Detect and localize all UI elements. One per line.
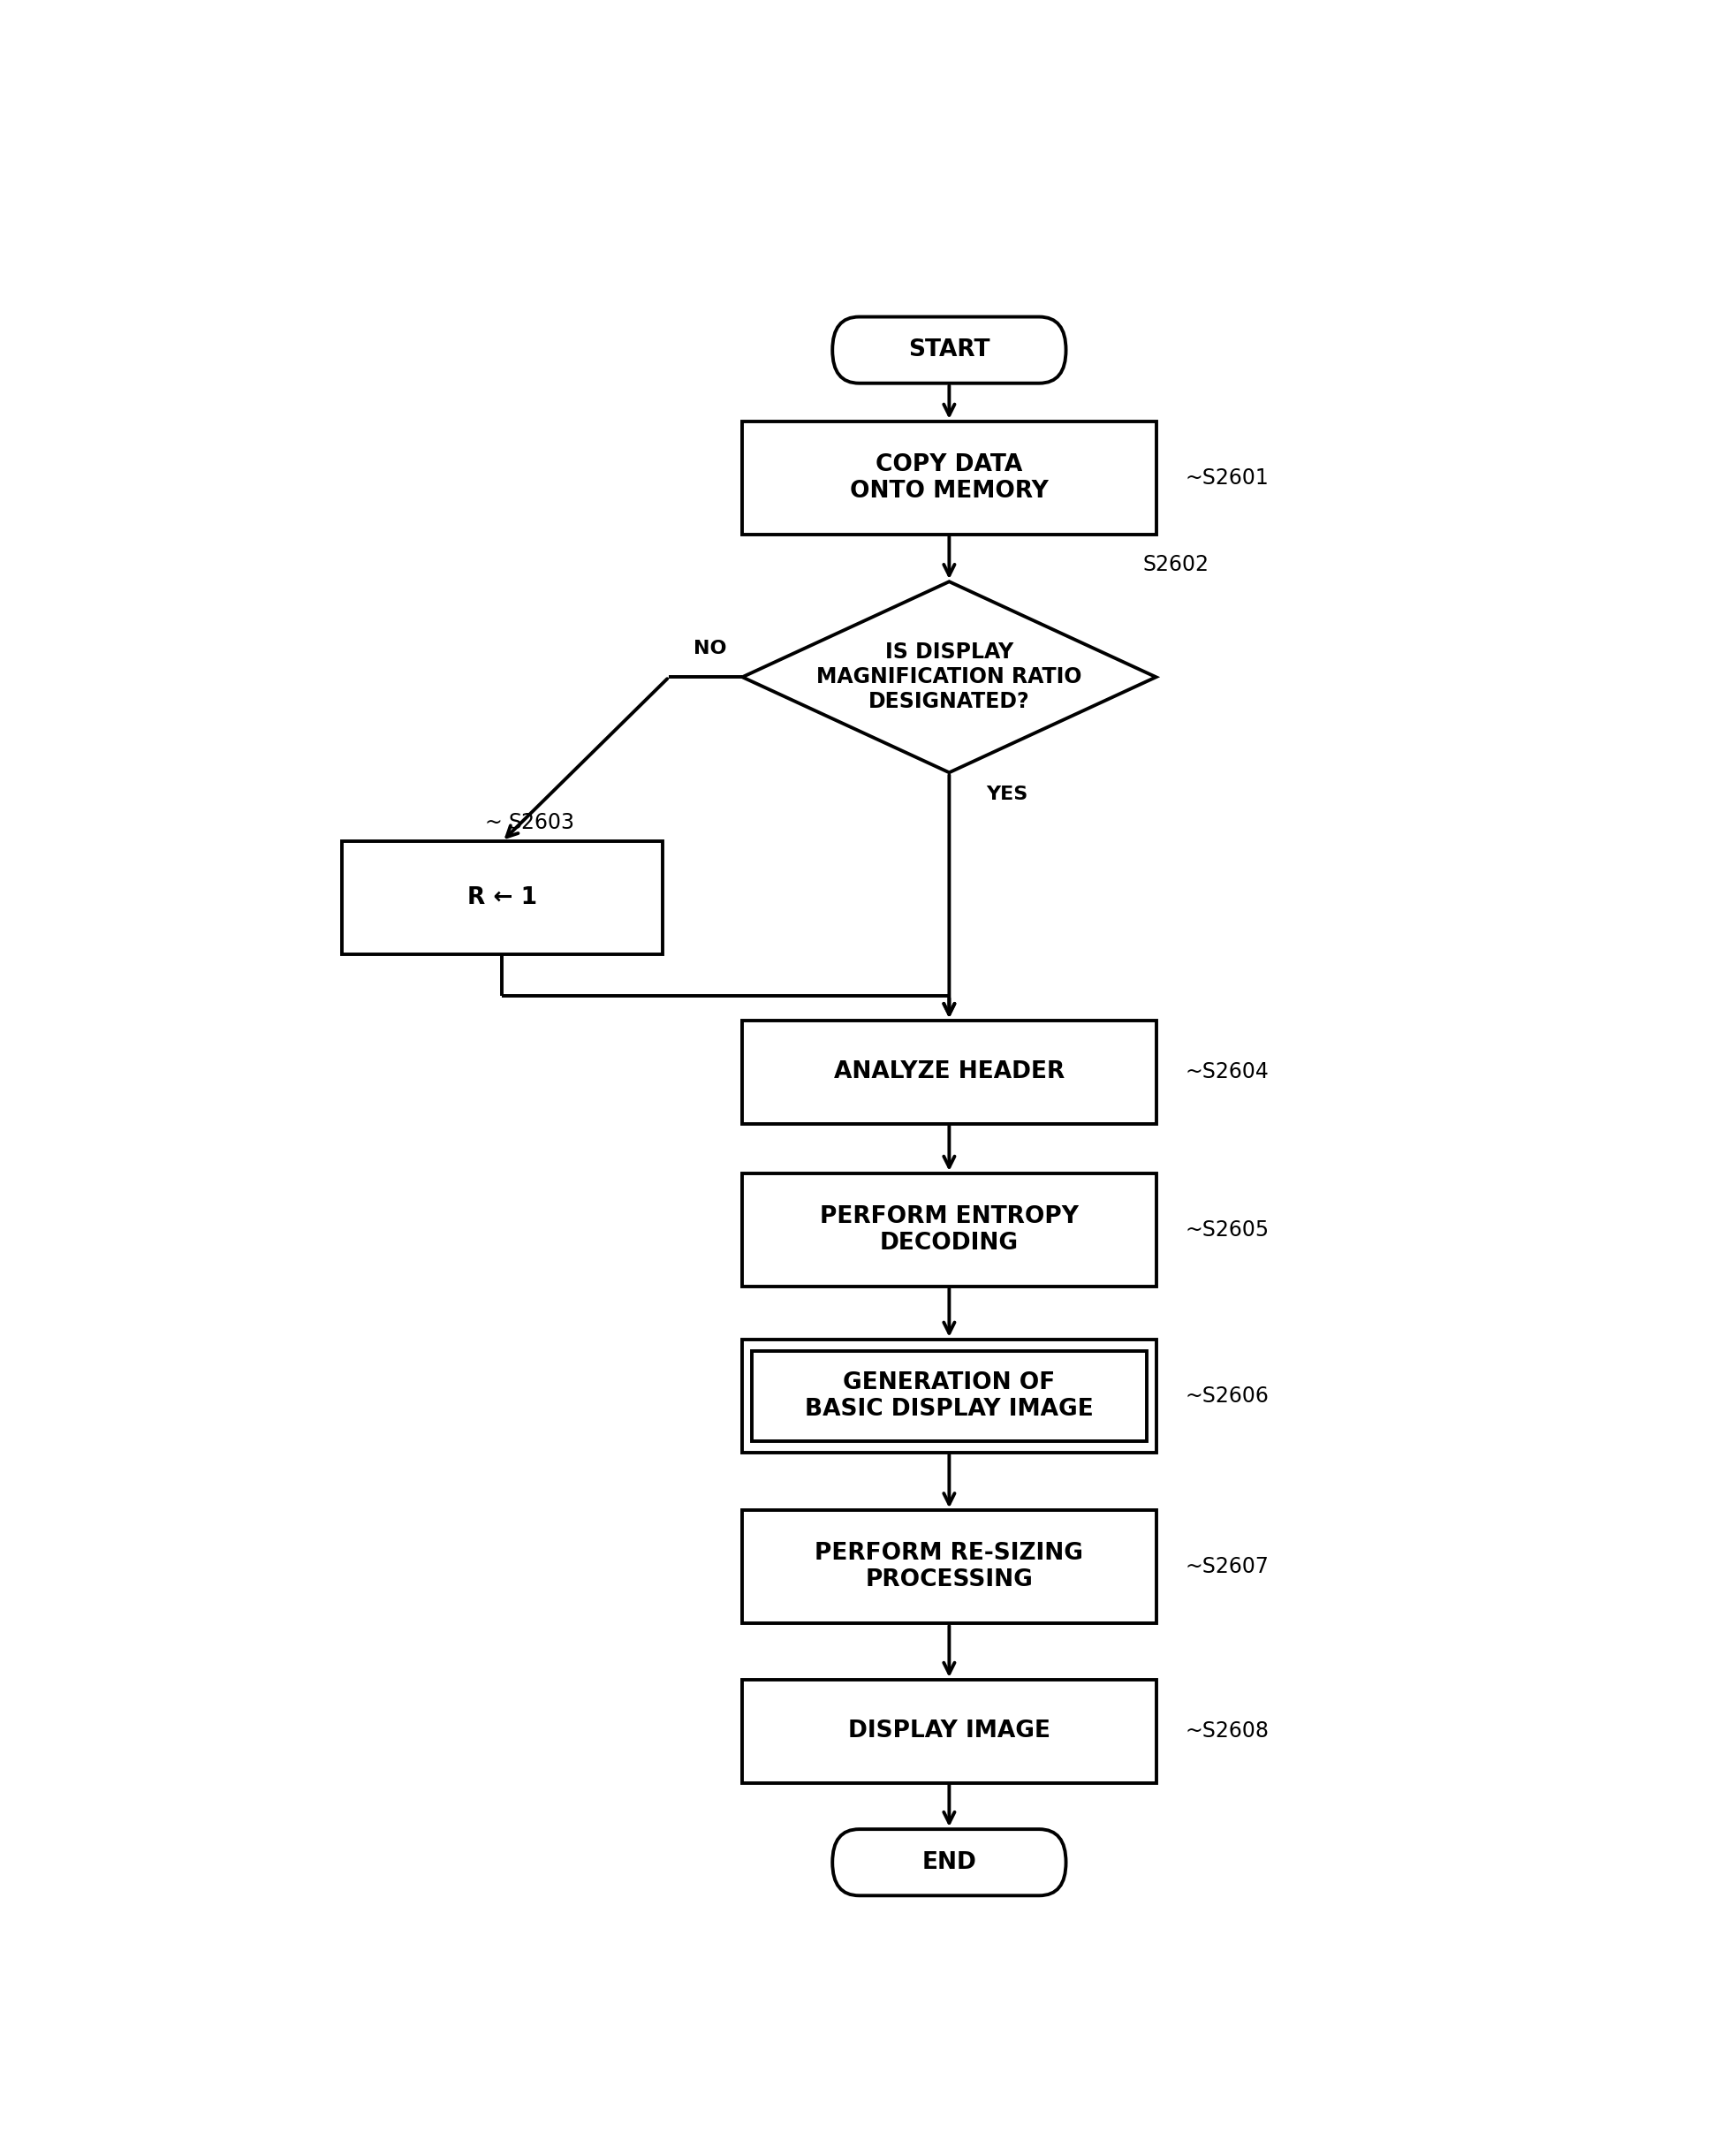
Text: ~S2608: ~S2608 (1184, 1720, 1268, 1742)
Bar (342, 841, 663, 955)
Text: ~S2607: ~S2607 (1184, 1557, 1268, 1578)
Bar (742, 1020, 1155, 1123)
Text: END: END (921, 1850, 976, 1874)
Text: COPY DATA
ONTO MEMORY: COPY DATA ONTO MEMORY (850, 453, 1048, 502)
Bar (742, 1680, 1155, 1783)
Bar (742, 420, 1155, 535)
Bar (742, 1339, 1155, 1453)
Bar (752, 1352, 1146, 1440)
Text: ANALYZE HEADER: ANALYZE HEADER (833, 1061, 1064, 1084)
Text: NO: NO (694, 640, 726, 658)
Text: ~S2604: ~S2604 (1184, 1061, 1268, 1082)
Text: PERFORM ENTROPY
DECODING: PERFORM ENTROPY DECODING (819, 1205, 1077, 1255)
Text: ~: ~ (485, 813, 503, 832)
Text: IS DISPLAY
MAGNIFICATION RATIO
DESIGNATED?: IS DISPLAY MAGNIFICATION RATIO DESIGNATE… (816, 642, 1081, 711)
Text: S2602: S2602 (1143, 554, 1208, 576)
Text: YES: YES (986, 785, 1027, 804)
Text: GENERATION OF
BASIC DISPLAY IMAGE: GENERATION OF BASIC DISPLAY IMAGE (804, 1371, 1093, 1421)
Bar (742, 1511, 1155, 1623)
Text: DISPLAY IMAGE: DISPLAY IMAGE (848, 1720, 1050, 1742)
Text: ~S2605: ~S2605 (1184, 1220, 1268, 1240)
Text: ~S2601: ~S2601 (1184, 468, 1268, 489)
Text: S2603: S2603 (509, 813, 575, 832)
FancyBboxPatch shape (831, 317, 1065, 384)
Text: PERFORM RE-SIZING
PROCESSING: PERFORM RE-SIZING PROCESSING (814, 1542, 1083, 1591)
FancyBboxPatch shape (831, 1828, 1065, 1895)
Bar (742, 1173, 1155, 1287)
Text: R ← 1: R ← 1 (466, 886, 537, 910)
Text: START: START (909, 338, 990, 362)
Polygon shape (742, 582, 1155, 772)
Text: ~S2606: ~S2606 (1184, 1386, 1268, 1406)
